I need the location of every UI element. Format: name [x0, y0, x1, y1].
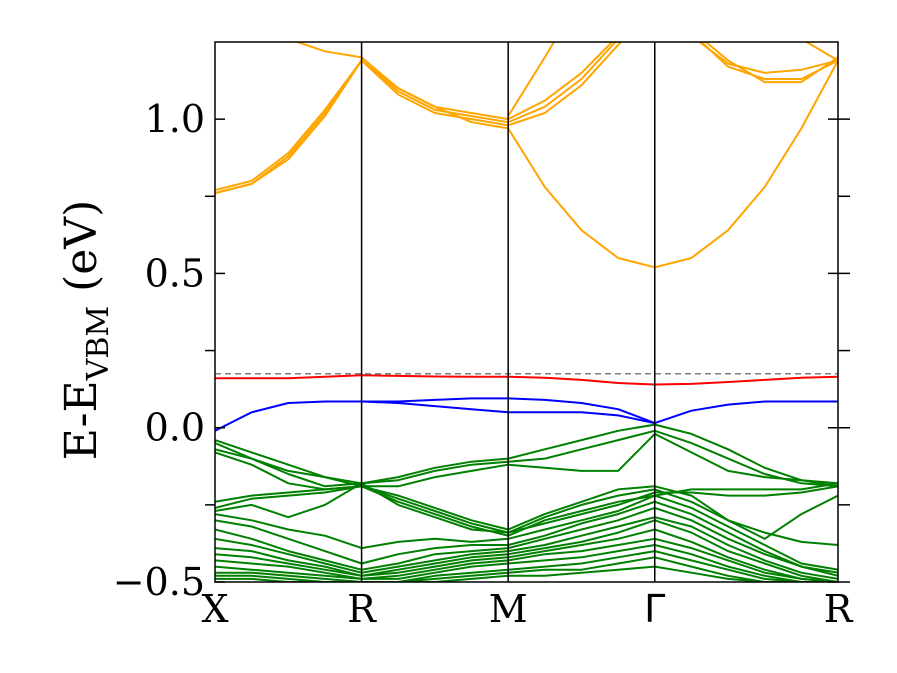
band-line-conduction-2 [215, 42, 838, 192]
kpoint-label-0: X [201, 587, 228, 631]
band-line-conduction-5 [358, 42, 365, 43]
band-line-defect_lower-9 [215, 397, 656, 432]
band-line-conduction-6 [507, 42, 556, 117]
band-line-valence-21 [215, 506, 838, 577]
ytick-label-3: −0.5 [113, 560, 205, 604]
ytick-label-2: 0.0 [145, 406, 205, 450]
band-line-valence-25 [215, 537, 838, 582]
series-layer [215, 42, 838, 582]
band-line-valence-19 [215, 494, 838, 571]
band-line-valence-14 [215, 432, 838, 488]
band-line-conduction-3 [294, 42, 656, 269]
band-line-valence-13 [215, 429, 838, 488]
band-line-conduction-4 [654, 60, 838, 269]
kpoint-label-3: Γ [644, 587, 665, 631]
high-symmetry-lines [360, 42, 656, 582]
band-line-defect_lower-10 [654, 400, 838, 425]
band-line-valence-18 [215, 482, 838, 546]
ytick-label-1: 0.5 [145, 251, 205, 295]
band-line-valence-27 [215, 550, 838, 582]
kpoint-label-4: R [824, 587, 854, 631]
band-line-defect_upper-8 [215, 374, 838, 386]
band-line-valence-23 [215, 519, 838, 582]
y-axis-label: E-EVBM (eV) [56, 200, 116, 461]
band-line-valence-20 [215, 500, 838, 574]
band-line-valence-22 [215, 516, 838, 580]
kpoint-label-1: R [347, 587, 377, 631]
band-line-conduction-0 [215, 42, 838, 195]
plot-frame [214, 41, 839, 583]
band-line-conduction-1 [215, 42, 838, 195]
band-line-valence-12 [215, 423, 838, 485]
y-ticks: 1.0 0.5 0.0 −0.5 [113, 97, 850, 604]
kpoint-label-2: M [489, 587, 528, 631]
band-line-valence-17 [215, 482, 838, 537]
band-line-valence-24 [215, 528, 838, 582]
ytick-label-0: 1.0 [145, 97, 205, 141]
band-line-valence-26 [215, 544, 838, 582]
band-line-valence-29 [215, 565, 838, 582]
